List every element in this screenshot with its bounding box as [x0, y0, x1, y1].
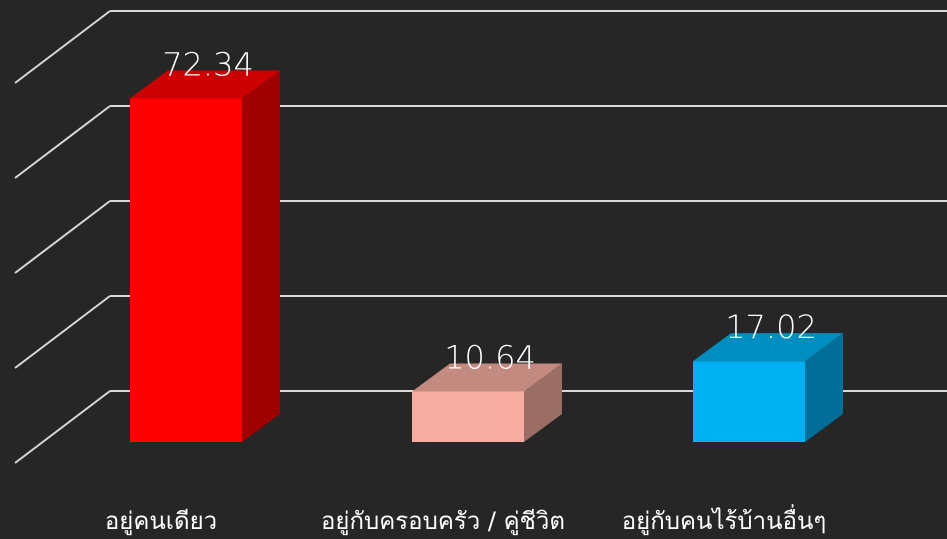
- bar: [693, 361, 805, 442]
- bar-side: [242, 70, 280, 442]
- value-label: 17.02: [725, 308, 817, 346]
- value-label: 72.34: [162, 45, 254, 83]
- bar-side: [805, 333, 843, 442]
- grid-diagonal: [14, 390, 111, 464]
- grid-diagonal: [14, 105, 111, 179]
- bar: [412, 391, 524, 442]
- grid-diagonal: [14, 10, 111, 84]
- bar-top: [130, 70, 280, 99]
- bar-top: [412, 363, 562, 392]
- x-tick-label: อยู่กับคนไร้บ้านอื่นๆ: [622, 504, 827, 536]
- value-label: 10.64: [444, 338, 536, 376]
- bar: [130, 98, 242, 442]
- bar-side: [524, 363, 562, 442]
- x-tick-label: อยู่คนเดียว: [105, 507, 217, 536]
- bar-top: [693, 333, 843, 362]
- grid-diagonal: [14, 200, 111, 274]
- grid-diagonal: [14, 295, 111, 369]
- x-tick-label: อยู่กับครอบครัว / คู่ชีวิต: [321, 507, 565, 536]
